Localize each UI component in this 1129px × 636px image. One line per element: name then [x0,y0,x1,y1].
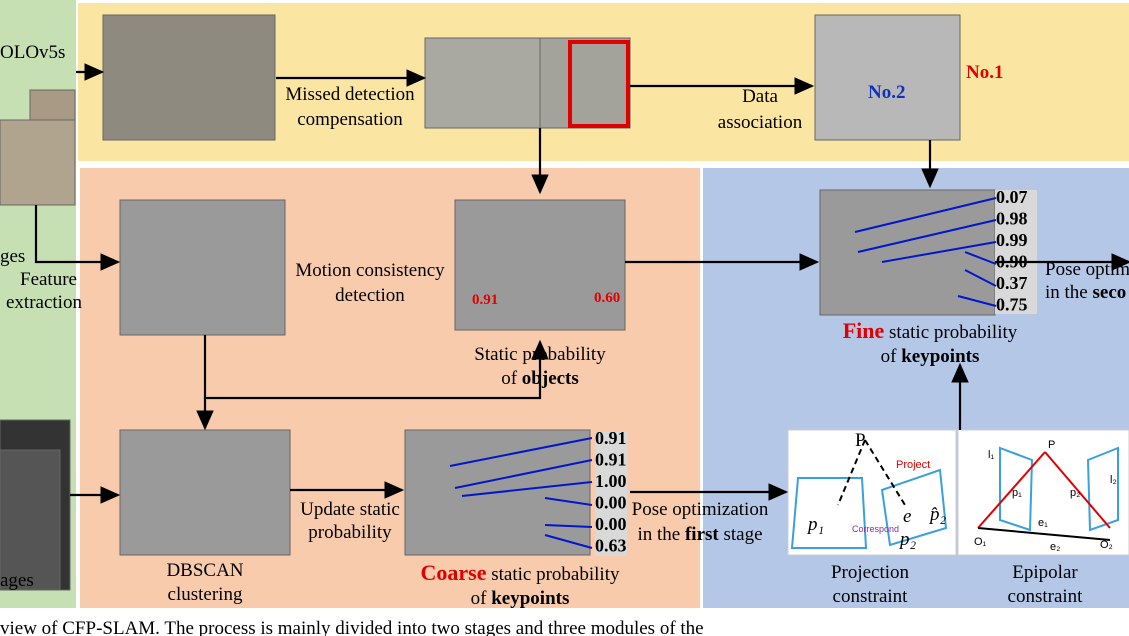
keypoint-links [449,197,997,549]
diagram-label: p̂₂ [928,504,947,525]
probability-lists: 0.910.911.000.000.000.630.070.980.990.90… [595,187,1028,556]
label: compensation [297,109,403,130]
keypoint-probability: 0.90 [996,252,1028,272]
keypoint-probability: 0.07 [996,187,1028,207]
label: Pose optimization [632,499,769,520]
caption: Fine static probability [843,318,1018,343]
label: association [718,112,803,133]
diagram-label: p₂ [898,529,917,550]
label: clustering [168,584,243,605]
diagram-label: Project [896,459,930,471]
caption: constraint [833,586,909,607]
keypoint-probability: 1.00 [595,471,627,491]
keypoint-probability: 0.91 [595,450,627,470]
arrows [34,63,1129,504]
track-id: No.1 [966,62,1003,83]
caption: static probability [889,322,1018,343]
label-bold: seco [1093,282,1127,303]
caption: Coarse static probability [421,560,620,585]
photos [0,14,1129,591]
caption: Projection [831,562,910,583]
label: stage [723,524,762,545]
diagram-label: P [1048,439,1055,451]
keypoint-probability: 0.37 [996,273,1028,293]
caption: of keypoints [881,346,980,367]
label: in the seco [1045,282,1126,303]
diagram-label: Correspond [852,524,899,534]
label: extraction [6,292,82,313]
diagram-label: p₁ [806,514,824,535]
diagram-label: l₂ [1110,474,1117,486]
diagram-label: p₂ [1070,487,1080,499]
diagram-label: O₁ [974,536,987,548]
caption: of [471,588,488,609]
label-bold: first [685,524,719,545]
keypoint-probability: 0.98 [996,209,1028,229]
diagram-label: e₂ [1050,541,1060,553]
label: ges [0,246,25,267]
label: detection [335,285,405,306]
label: in the [1045,282,1088,303]
caption: of keypoints [471,588,570,609]
keypoint-probability: 0.99 [996,230,1028,250]
label: Data [742,86,778,107]
object-probability: 0.60 [594,290,620,306]
label: probability [308,522,392,543]
diagram-label: P [855,430,866,451]
diagram-label: O₂ [1100,539,1113,551]
label: in the first stage [637,524,762,545]
caption: of [501,368,518,389]
caption-bold: keypoints [901,346,979,367]
label: Pose optim [1045,259,1129,280]
diagram-label: p₁ [1012,487,1022,499]
label: OLOv5s [0,42,65,63]
label: Update static [300,499,400,520]
label: Missed detection [285,84,415,105]
keypoint-probability: 0.75 [996,295,1028,315]
keypoint-probability: 0.91 [595,428,627,448]
label: Feature [20,269,77,290]
diagram-label: e₁ [1038,517,1048,529]
keypoint-probability: 0.00 [595,514,627,534]
keypoint-probability: 0.63 [595,536,627,556]
figure-caption: view of CFP-SLAM. The process is mainly … [0,618,704,636]
label: ages [0,570,34,591]
projection-diagram [790,439,1119,549]
diagram-label: l₁ [988,449,994,461]
label: in the [637,524,680,545]
label: DBSCAN [166,560,243,581]
caption: static probability [491,564,620,585]
caption: constraint [1008,586,1084,607]
caption-bold: objects [522,368,579,389]
label: Motion consistency [295,260,445,281]
caption-emphasis: Fine [843,318,885,343]
diagram-label: e [903,506,911,527]
caption: of [881,346,898,367]
caption: Epipolar [1012,562,1078,583]
object-probability: 0.91 [472,292,498,308]
caption-emphasis: Coarse [421,560,487,585]
track-id: No.2 [868,82,905,103]
caption-bold: keypoints [491,588,569,609]
caption: Static probability [474,344,606,365]
keypoint-probability: 0.00 [595,493,627,513]
caption: of objects [501,368,579,389]
